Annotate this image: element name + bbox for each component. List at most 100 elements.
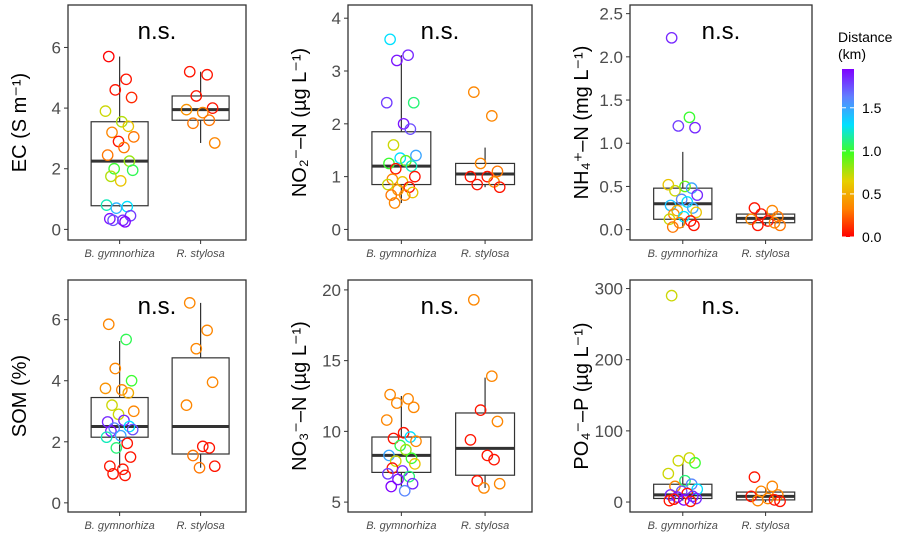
data-point	[190, 90, 203, 102]
data-point	[689, 457, 701, 469]
data-point	[100, 199, 113, 211]
boxplot-0	[371, 396, 432, 487]
data-point	[671, 491, 684, 503]
data-point	[485, 370, 498, 383]
data-point	[398, 189, 411, 201]
data-point	[751, 494, 764, 507]
data-point	[766, 480, 779, 493]
data-point	[105, 425, 117, 437]
data-point	[774, 495, 786, 508]
y-tick-label: 2	[332, 115, 341, 134]
y-tick-label: 15	[322, 352, 341, 371]
data-point	[180, 399, 193, 412]
data-point	[663, 494, 676, 507]
data-point	[118, 414, 130, 427]
panel-som: 0 2 4 6 B. gymnorhiza R. stylosa SOM (%) n.s.	[9, 279, 247, 532]
y-tick-label: 1.5	[599, 91, 623, 110]
data-point	[183, 65, 196, 78]
data-point	[751, 219, 764, 232]
data-point	[675, 193, 688, 206]
data-point	[491, 165, 504, 178]
data-point	[108, 422, 121, 434]
data-point	[384, 388, 396, 401]
y-tick-label: 0	[52, 494, 61, 513]
data-point	[405, 452, 418, 465]
y-axis-label: EC (S m⁻¹)	[9, 73, 31, 172]
data-point	[745, 213, 757, 226]
data-point	[471, 178, 484, 191]
x-tick-label: B. gymnorhiza	[648, 248, 718, 260]
data-point	[109, 84, 122, 96]
y-tick-label: 4	[52, 372, 61, 391]
data-point	[402, 392, 414, 405]
data-point	[406, 186, 419, 199]
y-tick-label: 2	[52, 160, 61, 179]
data-point	[112, 135, 125, 148]
data-point	[389, 162, 402, 175]
y-tick-label: 20	[322, 281, 341, 300]
legend-tick-label: 0.5	[862, 186, 882, 202]
data-point	[669, 184, 681, 197]
data-point	[120, 73, 132, 86]
data-point	[110, 202, 123, 215]
data-point	[383, 449, 395, 462]
data-point	[474, 404, 487, 416]
data-point	[193, 461, 206, 474]
significance-annotation: n.s.	[138, 18, 177, 45]
box-iqr	[171, 95, 230, 121]
data-point	[768, 216, 781, 229]
data-point	[671, 204, 684, 217]
panels: 0 2 4 6 B. gymnorhiza R. stylosa EC (S m⁻¹) n.s…	[9, 4, 813, 532]
y-tick-label: 0.0	[599, 221, 623, 240]
y-tick-label: 0	[332, 220, 341, 239]
y-tick-label: 2.0	[599, 48, 623, 67]
panel-nh4-n: 0.0 0.5 1.0 1.5 2.0 2.5 B. gymnorhiza R. stylos…	[571, 4, 813, 260]
data-point	[208, 460, 221, 473]
data-point	[388, 197, 401, 209]
data-point	[679, 180, 691, 193]
y-axis-label: NO₃⁻–N (µg L⁻¹)	[289, 321, 311, 471]
data-point	[102, 50, 115, 63]
data-point	[690, 206, 702, 219]
significance-annotation: n.s.	[421, 18, 460, 45]
data-point	[196, 440, 209, 453]
data-point	[688, 219, 700, 232]
data-point	[665, 31, 678, 44]
y-tick-label: 2.5	[599, 5, 623, 24]
data-point	[115, 384, 128, 396]
legend-tick-label: 0.0	[862, 229, 882, 245]
data-point	[106, 126, 118, 139]
data-point	[391, 54, 403, 67]
data-point	[382, 467, 394, 480]
data-point	[407, 401, 420, 414]
data-point	[122, 387, 135, 399]
legend-title-line1: Distance	[838, 29, 893, 45]
data-point	[385, 189, 398, 201]
data-point	[106, 399, 118, 412]
data-point	[683, 111, 696, 124]
data-point	[410, 435, 422, 448]
data-point	[748, 202, 761, 214]
data-point	[691, 189, 704, 201]
data-point	[467, 293, 480, 306]
data-point	[105, 170, 117, 183]
legend-ticks: 0.0 0.5 1.0 1.5	[842, 100, 882, 245]
panel-no2-n: 0 1 2 3 4 B. gymnorhiza R. stylosa NO₂⁻–N (µg L…	[289, 4, 533, 260]
x-tick-label: R. stylosa	[176, 248, 224, 260]
boxplot-0	[90, 341, 149, 468]
data-point	[662, 467, 675, 480]
data-point	[761, 492, 774, 505]
x-tick-label: R. stylosa	[741, 520, 789, 532]
data-point	[684, 495, 697, 508]
data-point	[101, 149, 114, 161]
data-point	[203, 114, 216, 127]
data-point	[122, 120, 135, 133]
x-tick-label: R. stylosa	[461, 520, 509, 532]
data-point	[761, 215, 774, 227]
data-point	[387, 432, 400, 445]
data-point	[126, 423, 139, 436]
data-point	[665, 289, 678, 302]
box-iqr	[455, 412, 516, 476]
x-tick-label: B. gymnorhiza	[84, 520, 154, 532]
legend-colorbar	[842, 69, 854, 237]
